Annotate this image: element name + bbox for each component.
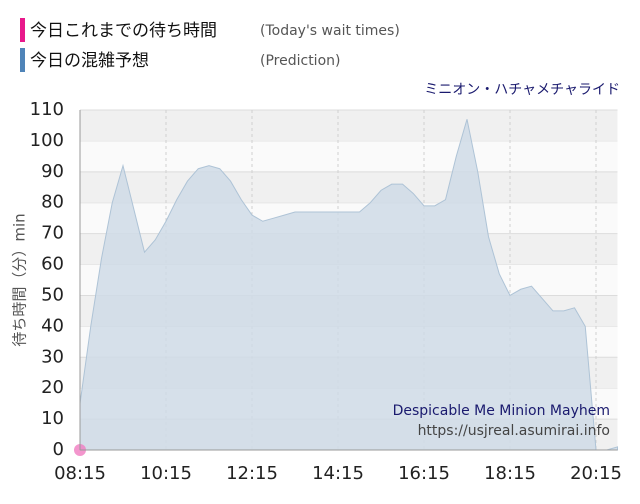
x-tick-label: 20:15 — [570, 463, 622, 484]
y-tick-label: 110 — [30, 99, 64, 120]
grid-band — [80, 110, 618, 141]
y-tick-label: 90 — [41, 161, 64, 182]
y-tick-label: 100 — [30, 130, 64, 151]
y-tick-label: 40 — [41, 315, 64, 336]
x-tick-label: 18:15 — [484, 463, 536, 484]
prediction-area — [79, 119, 618, 451]
ride-name: ミニオン・ハチャメチャライド — [424, 82, 620, 98]
legend-note: (Today's wait times) — [260, 23, 400, 39]
y-tick-label: 0 — [53, 439, 64, 460]
y-tick-label: 10 — [41, 408, 64, 429]
y-tick-label: 80 — [41, 192, 64, 213]
x-tick-label: 10:15 — [140, 463, 192, 484]
annotation: https://usjreal.asumirai.info — [418, 423, 610, 439]
annotation: Despicable Me Minion Mayhem — [393, 403, 610, 419]
y-tick-label: 70 — [41, 223, 64, 244]
y-axis-label: 待ち時間（分）min — [11, 213, 29, 346]
y-tick-label: 60 — [41, 254, 64, 275]
y-tick-label: 20 — [41, 377, 64, 398]
legend-swatch — [20, 18, 25, 42]
x-tick-label: 14:15 — [312, 463, 364, 484]
legend-label: 今日これまでの待ち時間 — [30, 21, 217, 41]
legend-swatch — [20, 48, 25, 72]
grid-band — [80, 171, 618, 203]
legend-label: 今日の混雑予想 — [30, 51, 149, 71]
x-tick-label: 08:15 — [54, 463, 106, 484]
y-tick-label: 50 — [41, 284, 64, 305]
legend-note: (Prediction) — [260, 53, 340, 69]
x-tick-label: 12:15 — [226, 463, 278, 484]
x-tick-label: 16:15 — [398, 463, 450, 484]
y-tick-label: 30 — [41, 346, 64, 367]
